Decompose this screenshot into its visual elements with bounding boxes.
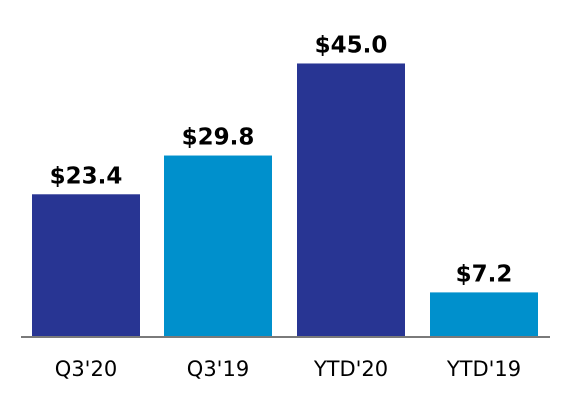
value-label-2: $45.0 [315, 32, 388, 58]
category-labels-layer: Q3'20 Q3'19 YTD'20 YTD'19 [55, 357, 521, 381]
value-label-1: $29.8 [182, 125, 255, 151]
bars-layer [32, 63, 538, 337]
category-label-3: YTD'19 [446, 357, 521, 381]
bar-0 [32, 194, 140, 336]
value-label-3: $7.2 [456, 261, 513, 287]
bar-2 [297, 63, 405, 337]
bar-1 [164, 155, 272, 336]
bar-3 [430, 292, 538, 336]
category-label-2: YTD'20 [313, 357, 388, 381]
category-label-1: Q3'19 [187, 357, 249, 381]
value-labels-layer: $23.4 $29.8 $45.0 $7.2 [50, 32, 513, 287]
value-label-0: $23.4 [50, 163, 123, 189]
category-label-0: Q3'20 [55, 357, 117, 381]
